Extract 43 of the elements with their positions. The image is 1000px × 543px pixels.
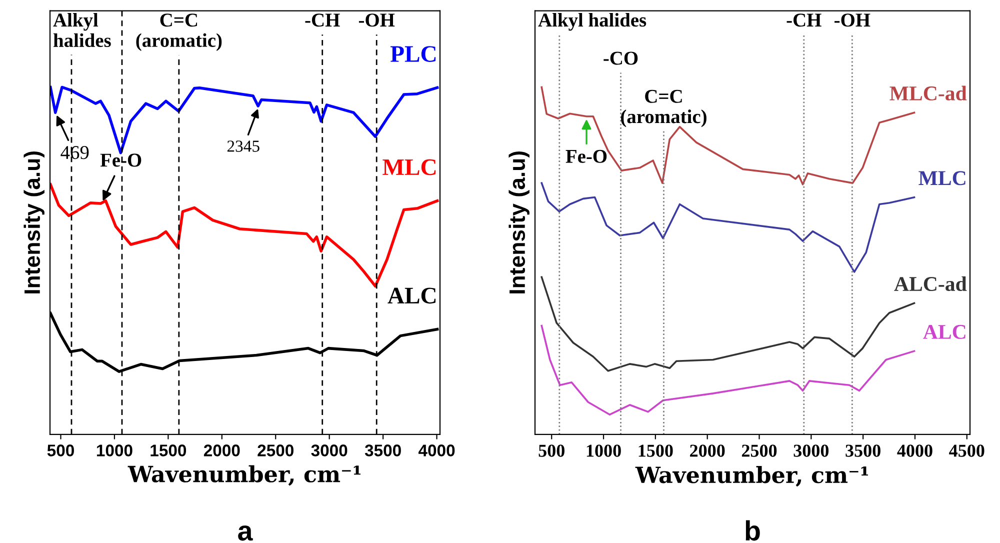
x-axis-title: Wavenumber, cm⁻¹ bbox=[128, 465, 360, 486]
x-tick-label: 3000 bbox=[311, 444, 348, 456]
ref-line-label: -OH bbox=[834, 14, 870, 27]
ref-line-label: -CH bbox=[305, 14, 340, 27]
series-label: MLC bbox=[918, 171, 966, 186]
ref-line-label: -CH bbox=[786, 14, 822, 27]
x-tick-label: 3500 bbox=[364, 444, 401, 456]
x-tick-label: 3500 bbox=[846, 444, 880, 457]
ref-line-label: Alkyl halides bbox=[538, 12, 646, 31]
x-tick-label: 500 bbox=[47, 444, 74, 456]
x-tick-label: 1500 bbox=[638, 444, 673, 457]
x-tick-label: 4000 bbox=[897, 444, 932, 457]
ref-line-label: Alkyl halides bbox=[53, 12, 111, 48]
x-tick-label: 1500 bbox=[150, 444, 186, 456]
series-label: MLC bbox=[382, 159, 436, 176]
series-label: ALC-ad bbox=[894, 276, 967, 292]
x-tick-label: 3000 bbox=[794, 444, 829, 457]
ref-line-label: -OH bbox=[358, 14, 395, 27]
series-label: ALC bbox=[923, 324, 966, 339]
ref-line-label: C=C (aromatic) bbox=[136, 14, 222, 51]
y-axis-title: Intensity (a.u) bbox=[24, 152, 44, 294]
annotation: Fe-O bbox=[100, 154, 142, 167]
x-tick-label: 4000 bbox=[418, 444, 455, 456]
x-tick-label: 2000 bbox=[690, 444, 725, 457]
annotation: 469 bbox=[60, 146, 89, 160]
series-label: PLC bbox=[390, 46, 436, 62]
ref-line-label: C=C (aromatic) bbox=[621, 90, 706, 128]
x-tick-label: 2000 bbox=[204, 444, 240, 456]
annotation: Fe-O bbox=[566, 150, 607, 163]
ref-line-label: -CO bbox=[604, 52, 638, 65]
series-label: MLC-ad bbox=[890, 86, 967, 100]
x-tick-label: 500 bbox=[538, 444, 564, 457]
text: a bbox=[238, 525, 253, 541]
x-tick-label: 2500 bbox=[258, 444, 294, 456]
annotation: 2345 bbox=[227, 140, 260, 152]
x-tick-label: 1000 bbox=[586, 444, 621, 457]
x-tick-label: 2500 bbox=[742, 444, 777, 457]
y-axis-title: Intensity (a.u) bbox=[508, 152, 530, 294]
x-tick-label: 4500 bbox=[949, 444, 984, 457]
text: b bbox=[746, 520, 760, 541]
x-tick-label: 1000 bbox=[96, 444, 132, 456]
series-label: ALC bbox=[388, 288, 436, 304]
x-axis-title: Wavenumber, cm⁻¹ bbox=[635, 466, 868, 487]
